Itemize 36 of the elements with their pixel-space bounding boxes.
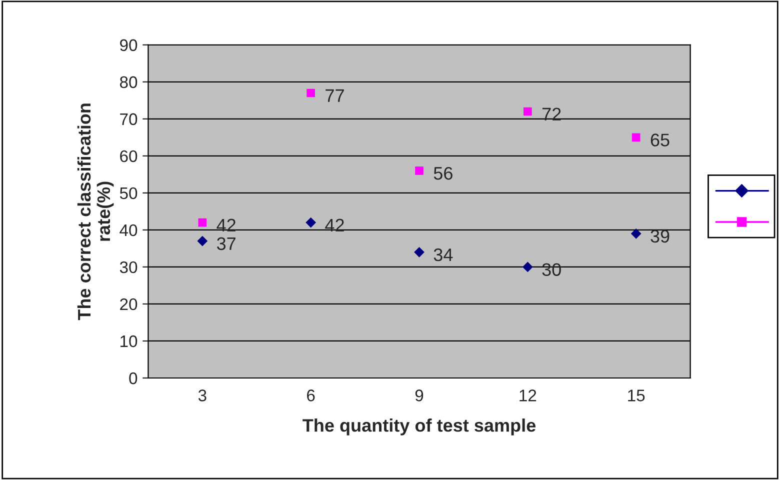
point [197, 236, 208, 246]
data-label: 77 [326, 89, 344, 102]
data-label: 42 [216, 218, 236, 232]
point [522, 262, 533, 272]
y-tick-label: 90 [120, 39, 138, 52]
point [414, 246, 424, 258]
x-axis-title: The quantity of test sample [302, 418, 536, 436]
data-label: 65 [650, 134, 670, 146]
point [632, 133, 640, 142]
data-label: 72 [542, 108, 561, 120]
x-tick-label: 9 [415, 390, 424, 402]
y-tick-label: 40 [120, 224, 138, 236]
data-label: 56 [434, 166, 452, 180]
data-label: 39 [650, 230, 670, 243]
point [306, 217, 316, 228]
y-tick-label: 60 [120, 150, 138, 162]
x-tick-label: 15 [628, 390, 645, 402]
point [524, 107, 532, 116]
data-label: 37 [216, 237, 236, 250]
point [630, 228, 642, 239]
y-tick-label: 50 [120, 187, 138, 200]
y-tick-label: 30 [120, 261, 138, 274]
y-tick-label: 20 [120, 298, 138, 310]
point [415, 166, 424, 175]
x-tick-label: 6 [307, 390, 315, 402]
y-tick-label: 0 [129, 372, 138, 384]
point [198, 218, 207, 227]
data-label: 34 [434, 248, 453, 262]
x-tick-label: 12 [520, 390, 536, 402]
y-tick-label: 70 [120, 113, 138, 126]
y-tick-label: 80 [120, 76, 138, 88]
data-label: 42 [325, 218, 344, 232]
y-tick-label: 10 [120, 335, 138, 348]
point [306, 88, 315, 98]
y-axis-title: The correct classification rate(%) [77, 104, 114, 320]
x-tick-label: 3 [198, 390, 206, 402]
